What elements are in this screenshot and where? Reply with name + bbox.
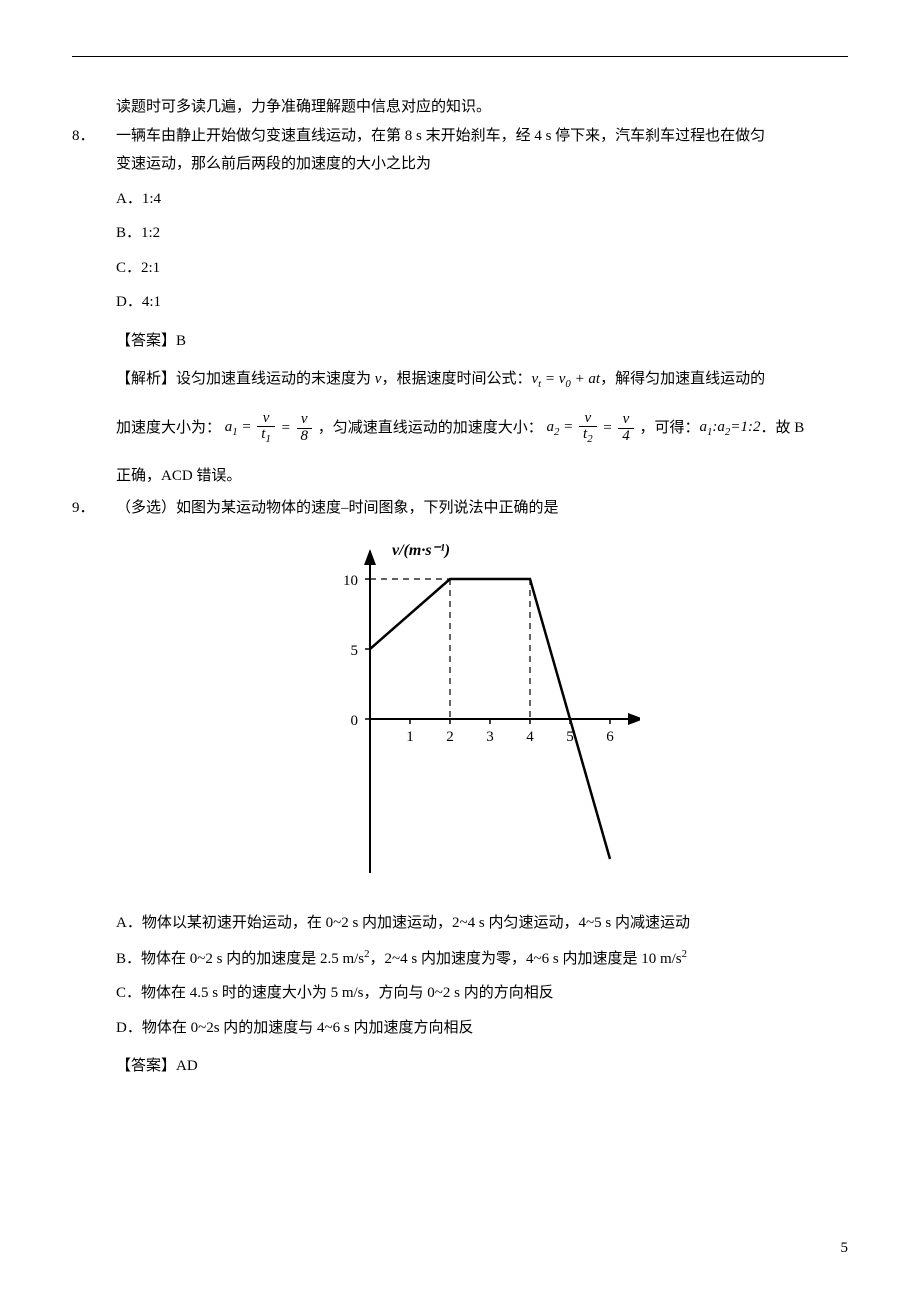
frac-v-t2: vt2	[579, 411, 597, 446]
sup2-2: 2	[682, 948, 687, 960]
svg-text:v/(m·s⁻¹): v/(m·s⁻¹)	[392, 542, 450, 559]
formula-a2: a2 =	[547, 419, 578, 435]
svg-text:6: 6	[606, 729, 614, 745]
frac-v-8: v8	[297, 412, 313, 445]
q9-number: 9．	[72, 494, 116, 523]
q8-expl2-mid: ，匀减速直线运动的加速度大小：	[318, 419, 543, 435]
q9-option-c: C．物体在 4.5 s 时的速度大小为 5 m/s，方向与 0~2 s 内的方向…	[116, 979, 848, 1008]
q8-answer: 【答案】B	[116, 327, 848, 356]
q8-option-a: A．1:4	[116, 185, 848, 214]
q8-expl1-mid: ，根据速度时间公式：	[381, 371, 531, 387]
formula-vt: vt = v0 + at	[531, 371, 600, 387]
q8-expl2-pre: 加速度大小为：	[116, 419, 221, 435]
vt-chart-svg: 0510123456v/(m·s⁻¹)t/s	[280, 539, 640, 879]
q8-number: 8．	[72, 122, 116, 151]
svg-text:5: 5	[351, 643, 359, 659]
frac-v-4: v4	[618, 412, 634, 445]
ratio-a1a2: a1:a2=1:2	[700, 419, 761, 435]
top-rule	[72, 56, 848, 57]
q8-stem-line1: 一辆车由静止开始做匀变速直线运动，在第 8 s 末开始刹车，经 4 s 停下来，…	[116, 122, 848, 151]
formula-a1: a1 =	[225, 419, 256, 435]
svg-text:0: 0	[351, 713, 359, 729]
svg-text:3: 3	[486, 729, 494, 745]
q8-expl1-end: ，解得匀加速直线运动的	[600, 371, 765, 387]
q8-stem-row1: 8． 一辆车由静止开始做匀变速直线运动，在第 8 s 末开始刹车，经 4 s 停…	[72, 122, 848, 151]
q9-optB-mid: ，2~4 s 内加速度为零，4~6 s 内加速度是 10 m/s	[370, 951, 682, 967]
q8-expl2-ratio: ，可得：	[640, 419, 700, 435]
page: 读题时可多读几遍，力争准确理解题中信息对应的知识。 8． 一辆车由静止开始做匀变…	[0, 0, 920, 1302]
q9-stem-row: 9． （多选）如图为某运动物体的速度–时间图象，下列说法中正确的是	[72, 494, 848, 523]
q8-explanation-line2: 加速度大小为： a1 = vt1 = v8 ，匀减速直线运动的加速度大小： a2…	[116, 411, 848, 446]
q9-option-b: B．物体在 0~2 s 内的加速度是 2.5 m/s 2，2~4 s 内加速度为零…	[116, 944, 848, 974]
q8-stem-line2: 变速运动，那么前后两段的加速度的大小之比为	[116, 150, 848, 179]
svg-text:10: 10	[343, 573, 358, 589]
q8-option-d: D．4:1	[116, 288, 848, 317]
q9-answer: 【答案】AD	[116, 1052, 848, 1081]
q8-expl1-pre: 【解析】设匀加速直线运动的末速度为	[116, 371, 375, 387]
svg-text:2: 2	[446, 729, 454, 745]
q8-option-c: C．2:1	[116, 254, 848, 283]
q9-option-a: A．物体以某初速开始运动，在 0~2 s 内加速运动，2~4 s 内匀速运动，4…	[116, 909, 848, 938]
q9-stem: （多选）如图为某运动物体的速度–时间图象，下列说法中正确的是	[116, 494, 848, 523]
q8-explanation-line3: 正确，ACD 错误。	[116, 462, 848, 491]
q8-expl2-tail: ．故 B	[760, 419, 804, 435]
q9-option-d: D．物体在 0~2s 内的加速度与 4~6 s 内加速度方向相反	[116, 1014, 848, 1043]
q8-explanation-line1: 【解析】设匀加速直线运动的末速度为 v，根据速度时间公式：vt = v0 + a…	[116, 365, 848, 395]
vt-chart: 0510123456v/(m·s⁻¹)t/s	[72, 539, 848, 890]
frac-v-t1: vt1	[257, 411, 275, 446]
eq2: =	[602, 419, 616, 435]
page-number: 5	[841, 1234, 849, 1263]
eq1: =	[281, 419, 295, 435]
top-note: 读题时可多读几遍，力争准确理解题中信息对应的知识。	[116, 93, 848, 122]
q9-optB-pre: B．物体在 0~2 s 内的加速度是 2.5 m/s	[116, 951, 364, 967]
q8-option-b: B．1:2	[116, 219, 848, 248]
svg-text:1: 1	[406, 729, 414, 745]
svg-text:4: 4	[526, 729, 534, 745]
